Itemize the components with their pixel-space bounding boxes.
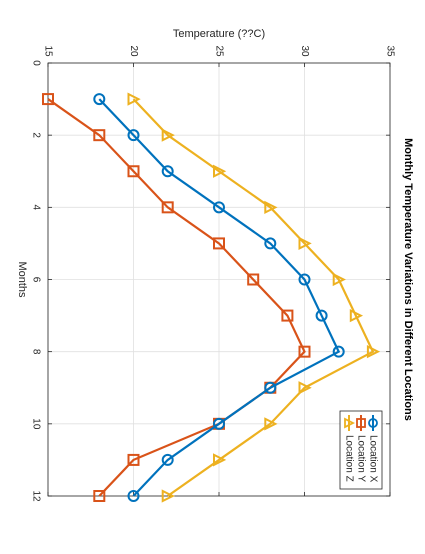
data-point-circle bbox=[93, 93, 106, 106]
legend-box bbox=[339, 410, 383, 490]
data-point-square bbox=[161, 201, 174, 214]
x-tick-label: 4 bbox=[31, 205, 42, 211]
data-point-circle bbox=[264, 237, 277, 250]
data-point-circle bbox=[161, 165, 174, 178]
data-point-triangle bbox=[161, 128, 175, 142]
data-point-circle bbox=[332, 345, 345, 358]
y-tick-label: 15 bbox=[43, 45, 54, 57]
x-tick-label: 6 bbox=[31, 277, 42, 283]
legend-item: Location Y bbox=[356, 415, 367, 482]
legend-label: Location Y bbox=[356, 435, 367, 482]
y-axis-title: Temperature (??C) bbox=[173, 28, 265, 40]
legend-marker bbox=[344, 417, 356, 429]
data-point-circle bbox=[127, 129, 140, 142]
data-point-circle bbox=[213, 417, 225, 430]
legend-label: Location Z bbox=[344, 435, 355, 482]
data-point-triangle bbox=[213, 453, 227, 467]
x-tick-label: 0 bbox=[31, 60, 42, 66]
data-point-triangle bbox=[127, 92, 141, 106]
series-line bbox=[47, 98, 306, 497]
data-point-square bbox=[213, 237, 225, 250]
legend-marker bbox=[356, 418, 366, 428]
data-point-square bbox=[298, 345, 311, 358]
data-point-triangle bbox=[264, 200, 278, 214]
ticks: 15 20 25 30 35 0 2 4 6 8 10 12 bbox=[31, 45, 396, 502]
legend-label: Location X bbox=[368, 435, 379, 483]
legend-marker bbox=[368, 418, 378, 428]
data-point-triangle bbox=[161, 489, 175, 503]
x-tick-label: 2 bbox=[31, 132, 42, 138]
y-tick-label: 35 bbox=[385, 45, 396, 57]
series-line bbox=[132, 98, 375, 497]
data-point-square bbox=[127, 165, 140, 178]
data-point-triangle bbox=[298, 236, 312, 251]
series bbox=[42, 92, 381, 503]
data-point-triangle bbox=[298, 381, 312, 395]
y-tick-label: 30 bbox=[299, 45, 310, 57]
data-point-square bbox=[93, 129, 106, 142]
x-tick-label: 12 bbox=[31, 490, 42, 502]
series-line bbox=[98, 98, 341, 497]
x-axis-title: Months bbox=[16, 261, 28, 298]
data-point-triangle bbox=[264, 417, 278, 431]
series-location-x bbox=[93, 93, 345, 502]
y-tick-label: 25 bbox=[214, 45, 225, 57]
data-point-triangle bbox=[213, 164, 227, 178]
y-tick-label: 20 bbox=[128, 45, 139, 57]
data-point-square bbox=[93, 490, 106, 502]
legend-item: Location X bbox=[368, 415, 379, 483]
data-point-circle bbox=[213, 201, 225, 214]
data-point-square bbox=[127, 453, 140, 466]
data-point-circle bbox=[298, 273, 311, 286]
data-point-square bbox=[247, 273, 260, 286]
data-point-circle bbox=[161, 453, 174, 466]
chart-title: Monthly Temperature Variations in Differ… bbox=[402, 138, 414, 421]
data-point-square bbox=[42, 93, 54, 106]
series-location-z bbox=[127, 92, 381, 503]
data-point-triangle bbox=[332, 272, 346, 287]
data-point-circle bbox=[264, 381, 277, 394]
data-point-circle bbox=[315, 309, 328, 322]
x-tick-label: 8 bbox=[31, 349, 42, 355]
data-point-square bbox=[281, 309, 294, 322]
x-tick-label: 10 bbox=[31, 418, 42, 430]
data-point-triangle bbox=[349, 308, 364, 323]
data-point-triangle bbox=[366, 345, 381, 359]
data-point-circle bbox=[127, 490, 140, 502]
legend-item: Location Z bbox=[344, 415, 356, 482]
